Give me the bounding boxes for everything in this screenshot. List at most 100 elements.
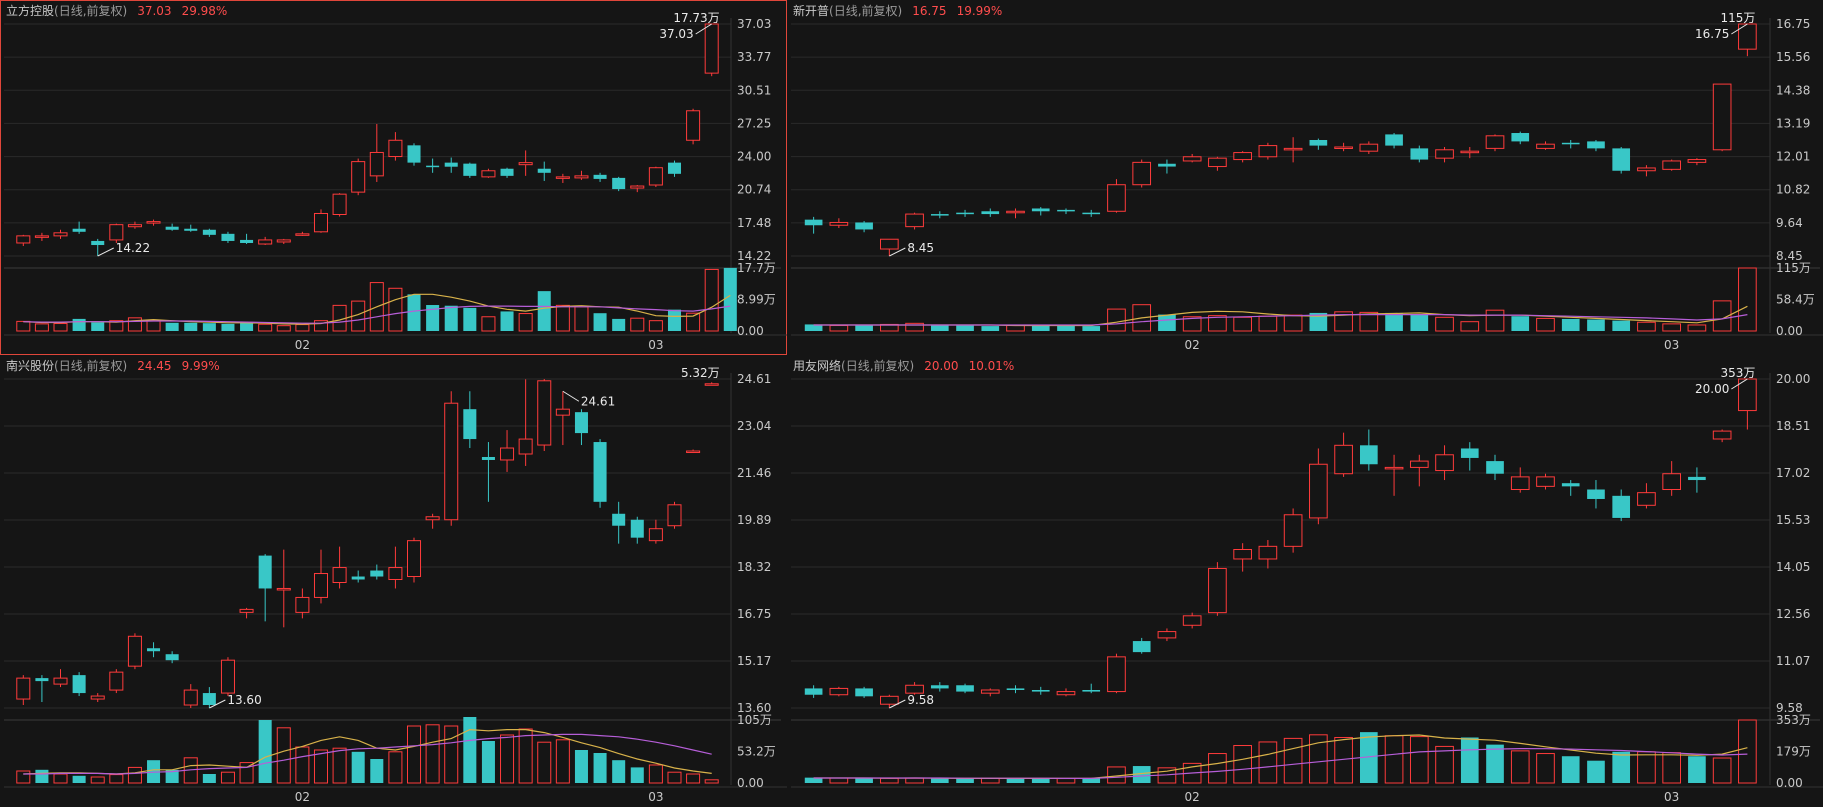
candlestick (686, 449, 701, 454)
candle-body (630, 185, 645, 189)
volume-bar (1511, 316, 1530, 331)
candle-body (829, 221, 849, 226)
candle-body (109, 224, 124, 241)
candlestick (109, 669, 124, 694)
candle-body (855, 222, 873, 230)
chart-panel-2[interactable]: 新开普(日线,前复权) 16.75 19.99% 16.75 15.56 14.38 13… (787, 0, 1823, 355)
candlestick (518, 150, 533, 176)
candlestick (905, 682, 924, 695)
candlestick (981, 208, 1000, 217)
candle-body (53, 232, 68, 237)
volume-bar (202, 774, 216, 783)
candle-body (1056, 691, 1076, 696)
volume-bar (537, 741, 552, 784)
candle-body (1435, 149, 1454, 159)
candlestick (295, 588, 310, 619)
x-tick-label: 02 (1185, 338, 1200, 352)
candlestick (879, 694, 899, 708)
candle-body (879, 238, 899, 250)
candle-body (481, 456, 495, 460)
candlestick (704, 23, 719, 77)
volume-bar (704, 268, 719, 332)
candle-body (574, 412, 588, 434)
volume-ma-slow-line (813, 747, 1748, 779)
candle-body (258, 555, 272, 589)
candlestick (930, 211, 949, 219)
candlestick (16, 234, 31, 247)
candle-body (1057, 209, 1075, 212)
candlestick (165, 223, 179, 231)
candlestick (388, 132, 403, 161)
candlestick (1662, 159, 1682, 171)
candle-body (1486, 461, 1504, 474)
volume-max-label: 115万 (1720, 11, 1755, 25)
chart-canvas: 24.61 23.04 21.46 19.89 18.32 16.75 15.17 13.60… (4, 366, 787, 804)
volume-bar (518, 313, 533, 332)
annotation-arrow (209, 699, 226, 709)
candlestick (53, 229, 68, 239)
candlestick (1208, 562, 1227, 616)
candlestick (426, 158, 440, 173)
candlestick (1637, 483, 1656, 509)
candle-body (1460, 150, 1480, 154)
candlestick (127, 221, 142, 229)
volume-bar (1258, 741, 1278, 784)
candle-body (1662, 473, 1682, 491)
candlestick (1107, 179, 1126, 213)
candle-body (518, 162, 533, 166)
low-price-label: 9.58 (907, 693, 934, 707)
low-price-label: 8.45 (907, 241, 934, 255)
candlestick (463, 391, 477, 449)
chart-panel-3[interactable]: 南兴股份(日线,前复权) 24.45 9.99% 24.61 23.04 21.46 19… (0, 355, 787, 807)
candlestick (388, 546, 403, 589)
candle-body (855, 688, 873, 697)
y-tick-label: 37.03 (737, 17, 771, 31)
volume-bar (276, 727, 291, 784)
volume-ma-fast-line (23, 728, 712, 775)
candlestick (804, 685, 823, 698)
volume-bar (879, 777, 899, 784)
candle-body (240, 239, 254, 243)
x-tick-label: 02 (295, 338, 310, 352)
candlestick (518, 379, 533, 466)
volume-bar (648, 320, 663, 332)
candlestick (183, 684, 198, 708)
y-tick-label: 21.46 (737, 466, 771, 480)
candlestick (1132, 637, 1151, 654)
candle-body (980, 689, 1000, 694)
y-tick-label: 18.32 (737, 560, 771, 574)
y-tick-label: 16.75 (737, 607, 771, 621)
candlestick (425, 513, 440, 529)
candlestick (630, 516, 644, 544)
volume-bar (930, 324, 949, 331)
chart-panel-1[interactable]: 立方控股(日线,前复权) 37.03 29.98% 37.03 33.77 30.51 2… (0, 0, 787, 355)
candlestick (1561, 140, 1580, 149)
candle-body (1511, 133, 1530, 142)
candlestick (574, 170, 589, 180)
candlestick (1006, 685, 1025, 694)
chart-canvas: 16.7515.5614.3813.1912.0110.829.648.4511… (791, 11, 1823, 352)
last-price: 20.00 (924, 359, 959, 373)
volume-bar (1687, 324, 1707, 332)
candlestick (555, 391, 570, 446)
candle-body (804, 688, 823, 695)
volume-bar (35, 769, 49, 783)
candlestick (1309, 448, 1328, 525)
volume-tick-label: 115万 (1776, 261, 1811, 275)
candlestick (1082, 683, 1101, 694)
candle-body (648, 528, 663, 542)
candlestick (1283, 508, 1303, 553)
volume-bar (1536, 317, 1555, 332)
candlestick (648, 519, 663, 544)
candlestick (258, 554, 272, 622)
candlestick (1486, 454, 1504, 481)
candlestick (1334, 142, 1353, 152)
candle-body (34, 235, 49, 238)
candlestick (855, 686, 873, 698)
volume-bar (905, 777, 924, 784)
volume-bar (1637, 751, 1656, 784)
candlestick (1384, 454, 1404, 496)
candlestick (1182, 153, 1202, 163)
chart-panel-4[interactable]: 用友网络(日线,前复权) 20.00 10.01% 20.00 18.51 17.02 1… (787, 355, 1823, 807)
candlestick (1712, 429, 1732, 443)
